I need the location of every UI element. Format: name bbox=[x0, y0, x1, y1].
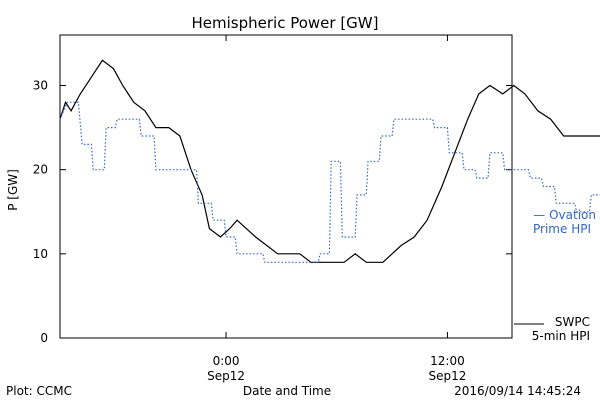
footer-plot-source: Plot: CCMC bbox=[6, 384, 72, 398]
legend-ovation-label: — Ovation bbox=[533, 208, 596, 222]
series-line-ovation bbox=[60, 35, 600, 262]
legend-swpc-label-2: 5-min HPI bbox=[532, 329, 590, 343]
legend: — Ovation Prime HPI SWPC 5-min HPI bbox=[514, 208, 596, 343]
x-tick-label-date: Sep12 bbox=[207, 369, 245, 383]
y-axis-ticks: 0 10 20 30 bbox=[33, 79, 512, 346]
x-tick-label-time: 0:00 bbox=[213, 354, 240, 368]
chart-title: Hemispheric Power [GW] bbox=[192, 14, 379, 32]
x-tick-label-time: 12:00 bbox=[430, 354, 465, 368]
footer-timestamp: 2016/09/14 14:45:24 bbox=[454, 384, 581, 398]
x-axis-label: Date and Time bbox=[243, 384, 331, 398]
y-tick-label: 10 bbox=[33, 247, 48, 261]
y-tick-label: 20 bbox=[33, 163, 48, 177]
legend-swpc-label: SWPC bbox=[555, 315, 590, 329]
series-line-swpc bbox=[60, 60, 600, 262]
y-tick-label: 0 bbox=[40, 331, 48, 345]
y-axis-label: P [GW] bbox=[6, 169, 20, 211]
legend-ovation-label-2: Prime HPI bbox=[533, 222, 591, 236]
y-tick-label: 30 bbox=[33, 79, 48, 93]
x-tick-label-date: Sep12 bbox=[428, 369, 466, 383]
series-layer bbox=[60, 35, 600, 262]
plot-area-frame bbox=[60, 35, 512, 338]
